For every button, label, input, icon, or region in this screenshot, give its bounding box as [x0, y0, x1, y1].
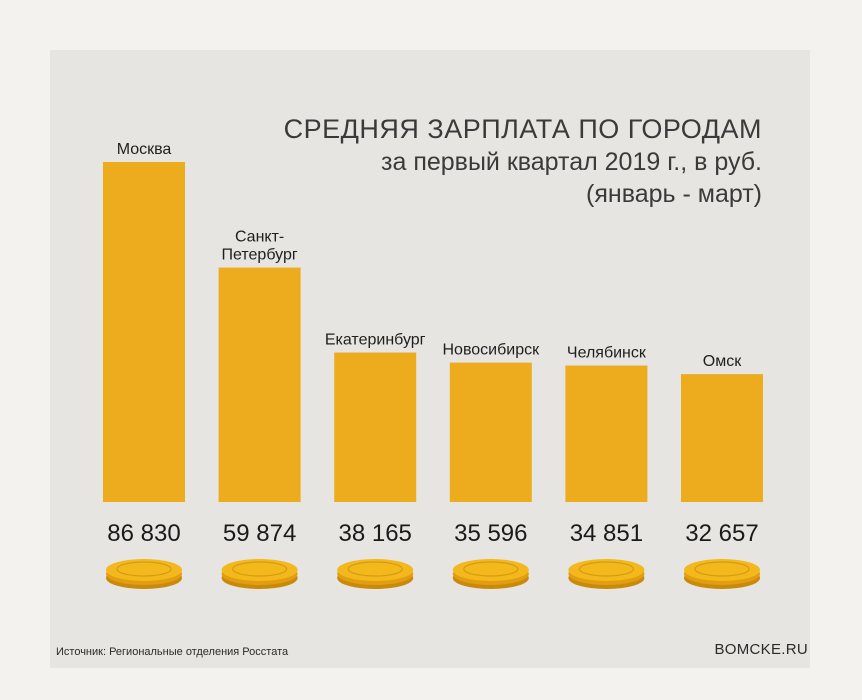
- bar: [681, 374, 763, 502]
- value-label: 59 874: [223, 520, 296, 547]
- coin-icon: [568, 559, 645, 589]
- bar: [565, 365, 648, 502]
- value-label: 86 830: [107, 520, 180, 547]
- value-label: 32 657: [685, 520, 758, 547]
- chart-title-block: СРЕДНЯЯ ЗАРПЛАТА ПО ГОРОДАМ за первый кв…: [284, 112, 762, 210]
- coin-icon: [106, 559, 182, 589]
- coin-icon: [337, 559, 414, 589]
- coin-icon: [452, 559, 529, 589]
- chart-subtitle: за первый квартал 2019 г., в руб.: [381, 148, 762, 176]
- category-label: Омск: [703, 353, 742, 370]
- category-label: Новосибирск: [442, 342, 540, 359]
- chart-subtitle-period: (январь - март): [586, 180, 762, 208]
- site-logo: BOMCKE.RU: [714, 641, 808, 658]
- value-label: 34 851: [570, 520, 643, 547]
- category-label: Челябинск: [567, 345, 647, 362]
- coin-icon: [221, 559, 298, 589]
- bar: [449, 362, 532, 502]
- coin-icon: [684, 559, 760, 589]
- chart-title: СРЕДНЯЯ ЗАРПЛАТА ПО ГОРОДАМ: [283, 114, 762, 144]
- value-label: 38 165: [338, 520, 411, 547]
- category-label: Санкт-Петербург: [222, 229, 298, 264]
- bar: [334, 352, 417, 502]
- bar: [218, 267, 301, 502]
- category-label: Москва: [117, 141, 172, 158]
- source-note: Источник: Региональные отделения Росстат…: [56, 646, 289, 658]
- value-label: 35 596: [454, 520, 527, 547]
- bar: [103, 162, 185, 502]
- category-label: Екатеринбург: [325, 332, 426, 349]
